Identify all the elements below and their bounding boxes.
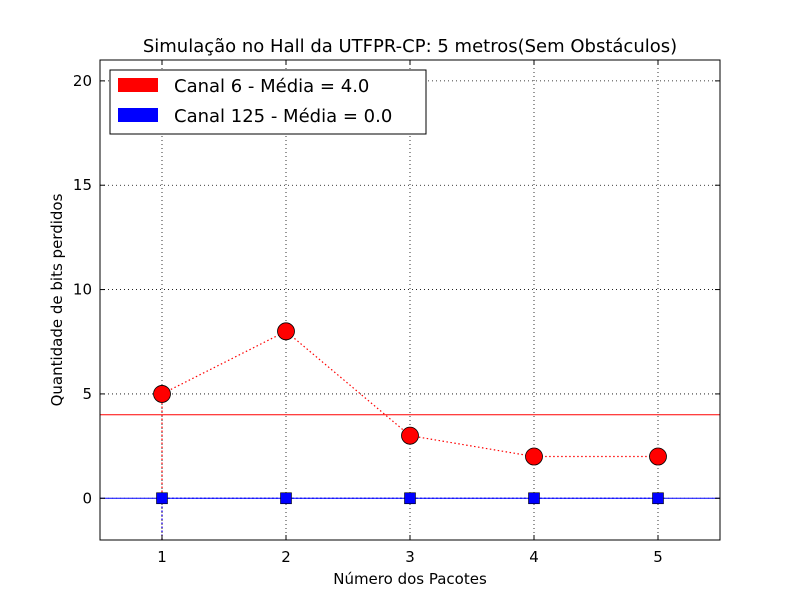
series-2-point: [528, 492, 540, 505]
legend-box: [109, 69, 427, 135]
series-2-point: [404, 492, 416, 505]
y-axis-label: Quantidade de bits perdidos: [48, 193, 66, 406]
series-1-point: [649, 447, 667, 466]
x-tick-label: 1: [157, 548, 167, 566]
series-2-point: [156, 492, 168, 505]
legend-swatch-canal-125: [118, 108, 158, 122]
y-tick-label: 10: [73, 281, 92, 299]
series-1-line: [161, 330, 658, 540]
series-1-point: [153, 385, 171, 403]
y-tick-label: 5: [82, 385, 92, 403]
x-axis-label: Número dos Pacotes: [333, 570, 487, 588]
x-tick-label: 5: [653, 548, 663, 566]
ticks: 1 2 3 4 5 0 5 10 15 20: [73, 60, 720, 566]
series-1-point: [277, 322, 295, 341]
grid: [100, 60, 720, 540]
chart-title: Simulação no Hall da UTFPR-CP: 5 metros(…: [143, 36, 677, 57]
x-tick-label: 2: [281, 548, 291, 566]
series-2-point: [652, 492, 664, 505]
x-tick-label: 4: [529, 548, 539, 566]
legend-label-canal-125: Canal 125 - Média = 0.0: [174, 106, 392, 127]
legend-label-canal-6: Canal 6 - Média = 4.0: [174, 76, 369, 97]
series-layer: [153, 322, 667, 540]
series-1-point: [525, 447, 543, 466]
series-1-point: [401, 426, 419, 445]
x-tick-label: 3: [405, 548, 415, 566]
legend-swatch-canal-6: [118, 78, 158, 92]
y-tick-label: 20: [73, 72, 92, 90]
y-tick-label: 15: [73, 176, 92, 194]
y-tick-label: 0: [82, 489, 92, 507]
series-2-point: [280, 492, 292, 505]
legend: Canal 6 - Média = 4.0 Canal 125 - Média …: [109, 69, 427, 135]
